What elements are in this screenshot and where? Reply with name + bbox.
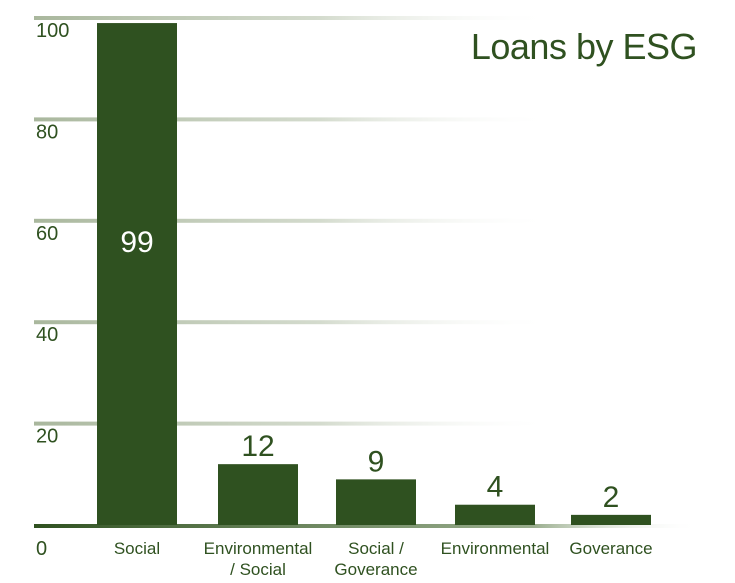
data-label: 12 — [241, 430, 274, 463]
data-label: 4 — [487, 471, 504, 504]
y-tick-label: 60 — [36, 223, 58, 245]
y-tick-label: 100 — [36, 20, 69, 42]
chart-title: Loans by ESG — [471, 26, 697, 68]
data-label: 9 — [368, 445, 385, 478]
bar — [571, 515, 651, 525]
bar — [336, 479, 416, 525]
gridline-100 — [34, 16, 554, 20]
x-tick-label: Environmental — [204, 539, 313, 558]
y-tick-label: 20 — [36, 426, 58, 448]
data-label: 2 — [603, 481, 620, 514]
x-tick-label: Goverance — [334, 560, 417, 578]
y-tick-label: 0 — [36, 538, 47, 560]
x-tick-label: Goverance — [569, 539, 652, 558]
data-label: 99 — [120, 226, 153, 259]
y-tick-label: 40 — [36, 324, 58, 346]
y-tick-label: 80 — [36, 121, 58, 143]
x-tick-label: Social / — [348, 539, 404, 558]
x-tick-label: Environmental — [441, 539, 550, 558]
bar — [97, 23, 177, 525]
x-tick-label: / Social — [230, 560, 286, 578]
x-tick-label: Social — [114, 539, 160, 558]
bar — [455, 505, 535, 525]
bar — [218, 464, 298, 525]
